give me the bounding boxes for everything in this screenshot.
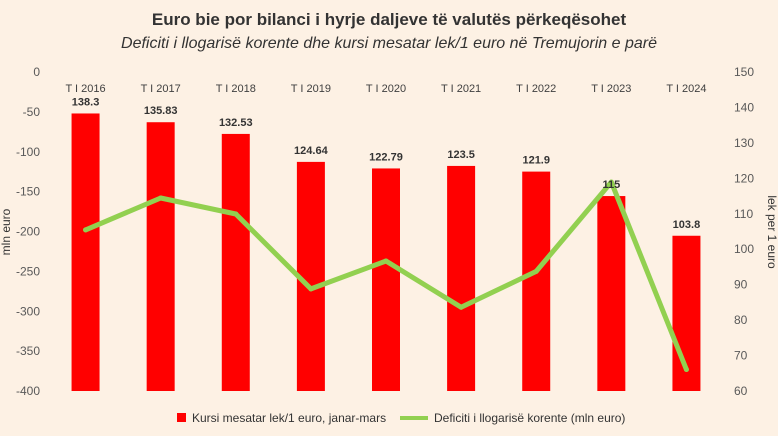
deficit-point	[533, 268, 539, 274]
right-tick-label: 80	[734, 313, 748, 327]
bar-data-label: 103.8	[673, 219, 701, 231]
right-axis-title: lek per 1 euro	[765, 195, 778, 269]
chart-title: Euro bie por bilanci i hyrje daljeve të …	[152, 10, 627, 29]
left-tick-label: -400	[16, 384, 40, 398]
legend: Kursi mesatar lek/1 euro, janar-mars Def…	[177, 411, 625, 425]
deficit-point	[458, 304, 464, 310]
category-label: T I 2016	[65, 83, 105, 95]
chart-subtitle: Deficiti i llogarisë korente dhe kursi m…	[121, 35, 657, 52]
left-tick-label: -50	[23, 105, 41, 119]
category-label: T I 2018	[216, 83, 256, 95]
bar-data-label: 122.79	[369, 151, 403, 163]
right-tick-label: 70	[734, 349, 748, 363]
category-label: T I 2024	[666, 83, 706, 95]
left-tick-label: 0	[33, 65, 40, 79]
left-tick-label: -200	[16, 225, 40, 239]
bar	[221, 133, 250, 391]
right-tick-label: 130	[734, 136, 754, 150]
bar-data-label: 135.83	[144, 105, 178, 117]
bar-data-label: 123.5	[447, 149, 475, 161]
category-label: T I 2021	[441, 83, 481, 95]
bar-data-label: 124.64	[294, 145, 329, 157]
deficit-point	[83, 227, 89, 233]
bar-data-label: 115	[602, 179, 620, 191]
bar	[597, 196, 626, 391]
category-label: T I 2019	[291, 83, 331, 95]
deficit-point	[608, 179, 614, 185]
right-tick-label: 150	[734, 65, 754, 79]
left-tick-label: -150	[16, 185, 40, 199]
deficit-point	[233, 211, 239, 217]
left-axis-title: mln euro	[0, 208, 13, 255]
bar	[447, 165, 476, 391]
category-label: T I 2017	[141, 83, 181, 95]
right-tick-label: 140	[734, 100, 754, 114]
bar-data-label: 132.53	[219, 117, 253, 129]
category-label: T I 2022	[516, 83, 556, 95]
left-tick-label: -300	[16, 304, 40, 318]
bar-data-label: 138.3	[72, 96, 100, 108]
deficit-point	[308, 286, 314, 292]
legend-line-label: Deficiti i llogarisë korente (mln euro)	[434, 411, 625, 425]
bar	[372, 168, 400, 391]
left-tick-label: -100	[16, 145, 40, 159]
bar-data-label: 121.9	[522, 155, 550, 167]
legend-bar-label: Kursi mesatar lek/1 euro, janar-mars	[192, 411, 386, 425]
deficit-point	[383, 258, 389, 264]
deficit-point	[683, 366, 689, 372]
right-tick-label: 110	[734, 207, 753, 221]
legend-bar-swatch	[177, 413, 186, 422]
left-tick-label: -350	[16, 344, 40, 358]
right-tick-label: 120	[734, 171, 754, 185]
bar	[146, 122, 175, 391]
bar	[522, 171, 551, 391]
deficit-point	[158, 195, 164, 201]
right-tick-label: 90	[734, 278, 748, 292]
left-tick-label: -250	[16, 264, 40, 278]
right-tick-label: 60	[734, 384, 748, 398]
category-label: T I 2023	[591, 83, 631, 95]
right-tick-label: 100	[734, 242, 754, 256]
category-label: T I 2020	[366, 83, 406, 95]
bar	[71, 113, 100, 391]
